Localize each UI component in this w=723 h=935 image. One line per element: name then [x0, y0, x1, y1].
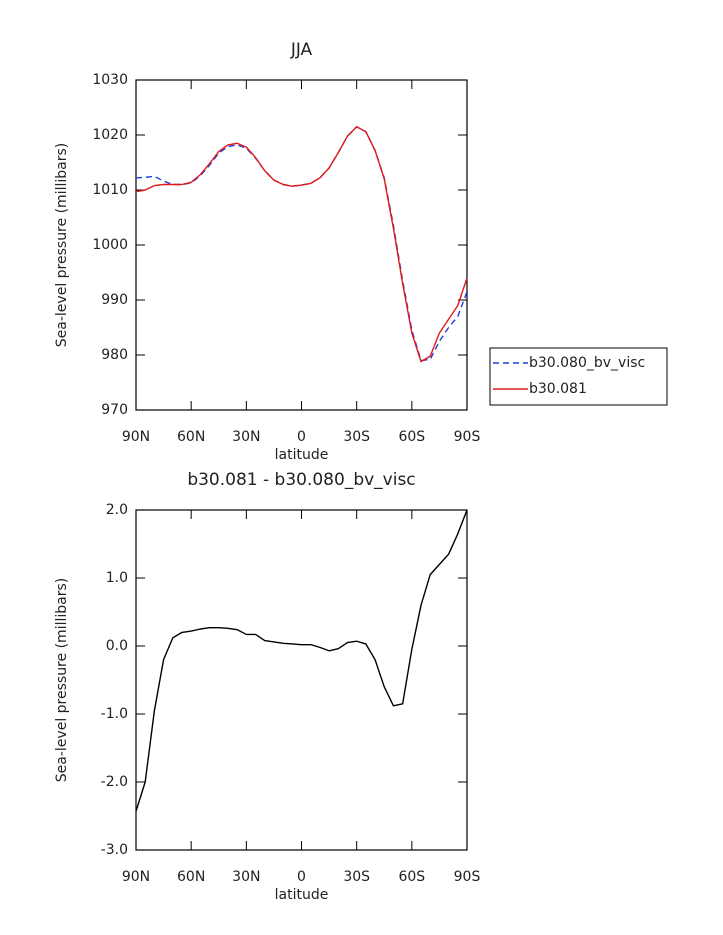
x-tick-label: 30N	[232, 429, 260, 445]
x-tick-label: 0	[297, 869, 306, 885]
y-tick-label: -1.0	[101, 706, 128, 722]
y-tick-label: 2.0	[106, 502, 128, 518]
series-line	[135, 126, 468, 362]
legend-label: b30.081	[529, 381, 587, 397]
y-tick-label: 1000	[92, 237, 128, 253]
x-tick-label: 60N	[177, 429, 205, 445]
y-tick-label: 0.0	[106, 638, 128, 654]
x-tick-label: 30S	[343, 869, 370, 885]
plot-frame	[135, 79, 468, 411]
y-tick-label: 990	[101, 292, 128, 308]
y-axis-label: Sea-level pressure (millibars)	[54, 143, 70, 347]
y-tick-label: -2.0	[101, 774, 128, 790]
x-tick-label: 90S	[454, 429, 481, 445]
y-tick-label: 1020	[92, 127, 128, 143]
x-axis-label: latitude	[275, 447, 329, 463]
plot-frame	[135, 509, 468, 851]
x-tick-label: 90N	[122, 429, 150, 445]
y-tick-label: 1.0	[106, 570, 128, 586]
chart-title: b30.081 - b30.080_bv_visc	[187, 470, 415, 490]
legend-label: b30.080_bv_visc	[529, 355, 645, 371]
y-axis-label: Sea-level pressure (millibars)	[54, 578, 70, 782]
data-line	[135, 509, 468, 812]
series-line	[135, 126, 468, 363]
x-tick-label: 0	[297, 429, 306, 445]
y-tick-label: 1030	[92, 72, 128, 88]
x-tick-label: 90N	[122, 869, 150, 885]
x-tick-label: 30N	[232, 869, 260, 885]
x-tick-label: 60S	[398, 869, 425, 885]
y-tick-label: 1010	[92, 182, 128, 198]
chart-title: JJA	[290, 40, 313, 60]
x-tick-label: 90S	[454, 869, 481, 885]
x-tick-label: 60S	[398, 429, 425, 445]
legend-box	[489, 347, 668, 406]
y-tick-label: -3.0	[101, 842, 128, 858]
y-tick-label: 970	[101, 402, 128, 418]
x-tick-label: 30S	[343, 429, 370, 445]
y-tick-label: 980	[101, 347, 128, 363]
x-axis-label: latitude	[275, 887, 329, 903]
x-tick-label: 60N	[177, 869, 205, 885]
